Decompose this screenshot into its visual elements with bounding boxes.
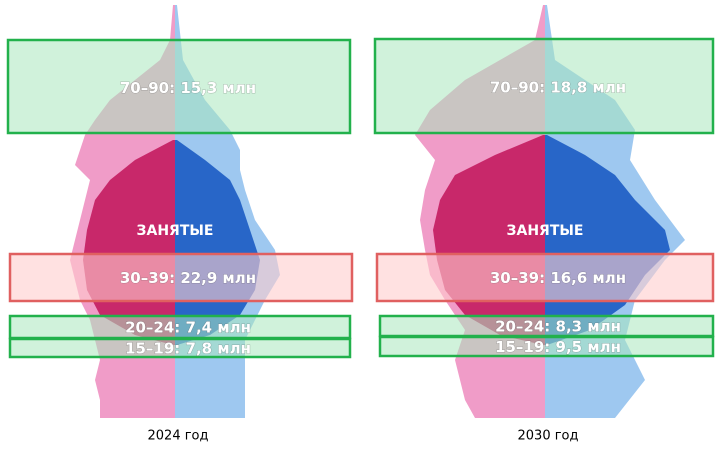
age-group-box <box>6 38 352 135</box>
age-group-label: 15–19: 7,8 млн <box>125 340 251 358</box>
age-group-box <box>8 337 352 359</box>
age-group-box <box>375 252 715 303</box>
age-group-label: 30–39: 22,9 млн <box>120 269 256 287</box>
pyramid-panel: ЗАНЯТЫЕ 70–90: 18,8 млн 30–39: 16,6 млн 20–… <box>373 5 715 444</box>
age-group-box <box>378 335 715 358</box>
age-group-label: 20–24: 8,3 млн <box>495 318 621 336</box>
age-group-label: 70–90: 15,3 млн <box>120 79 256 97</box>
age-group-box <box>373 37 715 135</box>
age-group-label: 20–24: 7,4 млн <box>125 319 251 337</box>
year-label: 2024 год <box>148 429 209 444</box>
pyramid-panel: ЗАНЯТЫЕ 70–90: 15,3 млн 30–39: 22,9 млн 20–… <box>6 5 354 444</box>
age-group-label: 70–90: 18,8 млн <box>490 79 626 97</box>
age-group-box <box>8 252 354 303</box>
year-label: 2030 год <box>518 429 579 444</box>
employed-label: ЗАНЯТЫЕ <box>507 223 584 239</box>
age-group-label: 30–39: 16,6 млн <box>490 269 626 287</box>
employed-label: ЗАНЯТЫЕ <box>137 223 214 239</box>
age-group-label: 15–19: 9,5 млн <box>495 338 621 356</box>
